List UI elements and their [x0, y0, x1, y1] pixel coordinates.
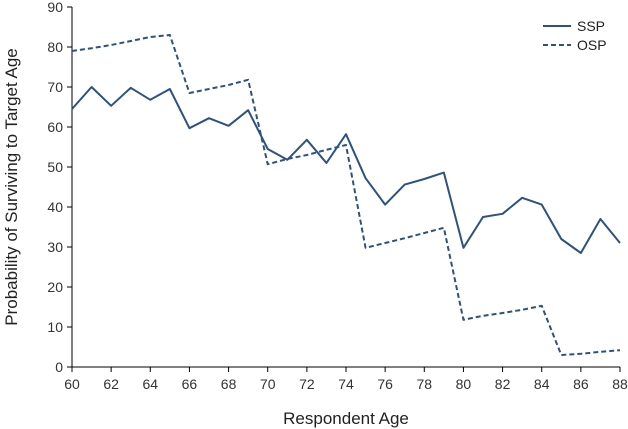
x-tick-label: 70: [260, 376, 276, 392]
y-tick-label: 0: [55, 359, 63, 375]
x-tick-label: 84: [534, 376, 550, 392]
series-line-osp: [71, 34, 621, 356]
x-tick-label: 88: [612, 376, 628, 392]
legend-label-ssp: SSP: [577, 18, 605, 34]
legend: SSP OSP: [543, 18, 607, 53]
x-tick-label: 72: [299, 376, 315, 392]
y-tick-label: 20: [47, 279, 63, 295]
y-ticks: 0 10 20 30 40 50 60 70 80 90: [47, 0, 72, 375]
y-tick-label: 50: [47, 159, 63, 175]
y-tick-label: 70: [47, 79, 63, 95]
x-tick-label: 78: [416, 376, 432, 392]
x-tick-label: 82: [495, 376, 511, 392]
x-tick-label: 86: [573, 376, 589, 392]
x-tick-label: 80: [456, 376, 472, 392]
y-tick-label: 80: [47, 39, 63, 55]
x-tick-label: 62: [103, 376, 119, 392]
x-ticks: 60 62 64 66 68 70 72 74 76 78 80 82 84 86 88: [64, 367, 628, 392]
x-tick-label: 66: [182, 376, 198, 392]
y-tick-label: 30: [47, 239, 63, 255]
y-tick-label: 40: [47, 199, 63, 215]
x-tick-label: 60: [64, 376, 80, 392]
x-axis-title: Respondent Age: [283, 409, 409, 428]
x-tick-label: 76: [377, 376, 393, 392]
series-line-ssp: [71, 86, 621, 254]
y-tick-label: 90: [47, 0, 63, 15]
legend-label-osp: OSP: [577, 37, 607, 53]
x-tick-label: 68: [221, 376, 237, 392]
x-tick-label: 74: [338, 376, 354, 392]
y-axis-title: Probability of Surviving to Target Age: [2, 48, 21, 326]
y-tick-label: 10: [47, 319, 63, 335]
y-tick-label: 60: [47, 119, 63, 135]
axes: [71, 7, 620, 368]
x-tick-label: 64: [142, 376, 158, 392]
series-layer: [71, 34, 621, 356]
